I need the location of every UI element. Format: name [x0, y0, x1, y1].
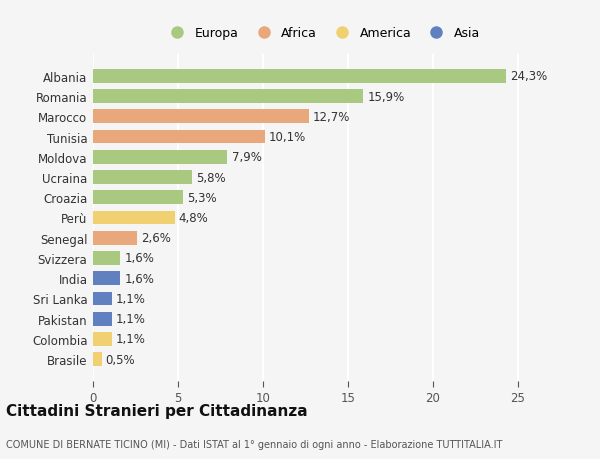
Bar	[93, 90, 364, 104]
Bar	[93, 70, 506, 84]
Text: 1,6%: 1,6%	[124, 252, 154, 265]
Bar	[93, 292, 112, 306]
Text: 2,6%: 2,6%	[142, 232, 172, 245]
Text: 1,1%: 1,1%	[116, 292, 146, 305]
Text: COMUNE DI BERNATE TICINO (MI) - Dati ISTAT al 1° gennaio di ogni anno - Elaboraz: COMUNE DI BERNATE TICINO (MI) - Dati IST…	[6, 440, 502, 449]
Text: 10,1%: 10,1%	[269, 131, 306, 144]
Text: 4,8%: 4,8%	[179, 212, 209, 224]
Text: 12,7%: 12,7%	[313, 111, 350, 123]
Bar	[93, 211, 175, 225]
Text: 7,9%: 7,9%	[232, 151, 262, 164]
Bar	[93, 312, 112, 326]
Bar	[93, 332, 112, 346]
Text: 5,8%: 5,8%	[196, 171, 226, 184]
Legend: Europa, Africa, America, Asia: Europa, Africa, America, Asia	[160, 22, 485, 45]
Text: 1,1%: 1,1%	[116, 333, 146, 346]
Text: 0,5%: 0,5%	[106, 353, 136, 366]
Bar	[93, 231, 137, 245]
Text: 15,9%: 15,9%	[368, 90, 405, 103]
Bar	[93, 110, 309, 124]
Bar	[93, 130, 265, 144]
Text: Cittadini Stranieri per Cittadinanza: Cittadini Stranieri per Cittadinanza	[6, 403, 308, 419]
Text: 1,1%: 1,1%	[116, 313, 146, 325]
Bar	[93, 252, 120, 265]
Text: 5,3%: 5,3%	[187, 191, 217, 204]
Text: 24,3%: 24,3%	[511, 70, 548, 83]
Bar	[93, 272, 120, 285]
Bar	[93, 171, 191, 185]
Text: 1,6%: 1,6%	[124, 272, 154, 285]
Bar	[93, 151, 227, 164]
Bar	[93, 353, 101, 366]
Bar	[93, 191, 183, 205]
